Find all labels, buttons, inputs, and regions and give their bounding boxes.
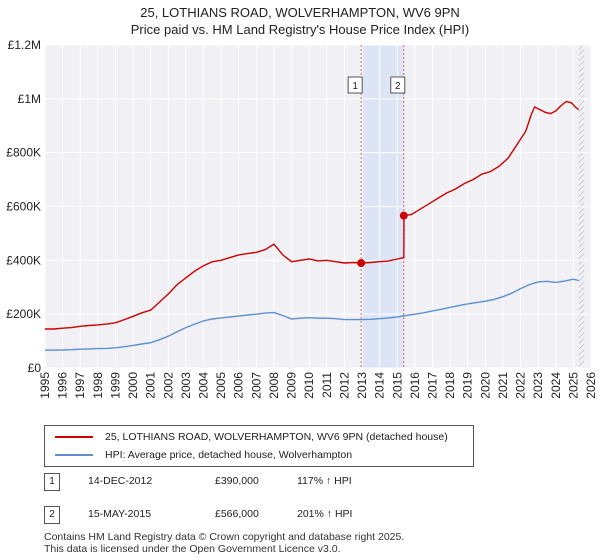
y-tick-label: £200K [6, 307, 41, 321]
x-tick-label: 2023 [531, 372, 545, 399]
x-tick-label: 1997 [73, 372, 87, 399]
x-tick-label: 2007 [249, 372, 263, 399]
y-tick-label: £1M [18, 92, 41, 106]
transaction-row-2: 2 15-MAY-2015 £566,000 201% ↑ HPI [44, 506, 564, 526]
x-tick-label: 2022 [514, 372, 528, 399]
x-tick-label: 2009 [285, 372, 299, 399]
x-tick-label: 2006 [232, 372, 246, 399]
transaction-date: 14-DEC-2012 [88, 475, 153, 487]
x-tick-label: 2002 [161, 372, 175, 399]
transaction-label-box-1 [347, 76, 363, 94]
property-series-line [45, 100, 580, 330]
x-tick-label: 2012 [337, 372, 351, 399]
transaction-label-2: 2 [395, 81, 401, 92]
legend-entry-hpi: HPI: Average price, detached house, Wolv… [55, 447, 352, 463]
footer-copyright: Contains HM Land Registry data © Crown c… [44, 531, 405, 543]
x-tick-label: 2020 [478, 372, 492, 399]
legend-label-property: 25, LOTHIANS ROAD, WOLVERHAMPTON, WV6 9P… [105, 431, 448, 443]
transaction-number: 2 [44, 506, 60, 524]
footer-license: This data is licensed under the Open Gov… [44, 543, 341, 555]
x-tick-label: 1998 [91, 372, 105, 399]
transaction-label-1: 1 [352, 81, 358, 92]
transaction-row-1: 1 14-DEC-2012 £390,000 117% ↑ HPI [44, 473, 564, 493]
x-tick-label: 2024 [549, 372, 563, 399]
x-tick-label: 2000 [126, 372, 140, 399]
x-tick-label: 2004 [197, 372, 211, 399]
x-tick-label: 2025 [566, 372, 580, 399]
legend-swatch-property [55, 436, 93, 438]
transaction-hpi-change: 117% ↑ HPI [297, 475, 352, 487]
legend-swatch-hpi [55, 454, 93, 456]
x-tick-label: 1995 [38, 372, 52, 399]
chart-title-line1: 25, LOTHIANS ROAD, WOLVERHAMPTON, WV6 9P… [140, 5, 460, 20]
y-tick-label: £800K [6, 146, 41, 160]
transaction-number: 1 [44, 473, 60, 491]
chart-title-line2: Price paid vs. HM Land Registry's House … [130, 22, 470, 37]
legend-entry-property: 25, LOTHIANS ROAD, WOLVERHAMPTON, WV6 9P… [55, 429, 448, 445]
transaction-point-2 [399, 211, 408, 220]
x-tick-label: 2008 [267, 372, 281, 399]
footer-notice: Contains HM Land Registry data © Crown c… [44, 531, 404, 555]
transaction-date: 15-MAY-2015 [88, 508, 152, 520]
y-tick-label: £1.2M [8, 38, 41, 52]
x-tick-label: 2010 [302, 372, 316, 399]
x-tick-label: 2026 [584, 372, 598, 399]
x-tick-label: 2019 [461, 372, 475, 399]
x-tick-label: 2005 [214, 372, 228, 399]
x-tick-label: 2015 [390, 372, 404, 399]
x-tick-label: 2001 [144, 372, 158, 399]
y-tick-label: £0 [28, 361, 42, 375]
transaction-price: £566,000 [215, 508, 259, 520]
x-tick-label: 2017 [425, 372, 439, 399]
transaction-price: £390,000 [215, 475, 259, 487]
legend-label-hpi: HPI: Average price, detached house, Wolv… [105, 449, 353, 461]
x-tick-label: 2011 [320, 372, 334, 398]
x-tick-label: 1999 [108, 372, 122, 399]
x-tick-label: 1996 [56, 372, 70, 399]
chart-legend: 25, LOTHIANS ROAD, WOLVERHAMPTON, WV6 9P… [44, 425, 474, 467]
x-tick-label: 2021 [496, 372, 510, 399]
x-tick-label: 2018 [443, 372, 457, 399]
transaction-label-box-2 [390, 76, 406, 94]
x-tick-label: 2016 [408, 372, 422, 399]
y-tick-label: £400K [6, 253, 41, 267]
transaction-point-1 [357, 259, 366, 268]
x-tick-label: 2014 [373, 372, 387, 399]
y-tick-label: £600K [6, 200, 41, 214]
hpi-series-line [44, 278, 579, 351]
transaction-hpi-change: 201% ↑ HPI [297, 508, 353, 520]
price-chart: 1 2 £0 £200K £400K £600K £800K £1M £1.2M 1995 1996… [6, 38, 598, 399]
x-tick-label: 2003 [179, 372, 193, 399]
x-tick-label: 2013 [355, 372, 369, 399]
